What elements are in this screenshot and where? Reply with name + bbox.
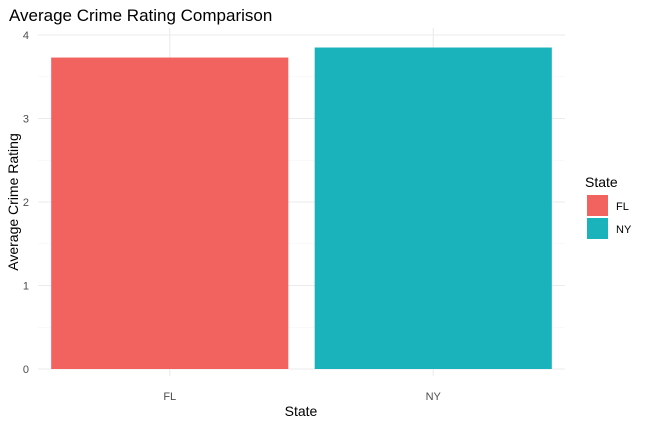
legend-label: FL [616,201,629,213]
y-tick-label: 2 [23,197,29,209]
y-axis-title: Average Crime Rating [5,133,21,270]
y-tick-label: 0 [23,364,29,376]
y-tick-label: 3 [23,114,29,126]
x-axis-title: State [285,403,318,419]
bar-ny [314,47,552,370]
legend-label: NY [616,224,632,236]
legend-key-ny [587,218,608,239]
x-tick-label: FL [163,391,176,403]
chart-title: Average Crime Rating Comparison [9,6,272,25]
legend: State FL NY [585,174,632,239]
legend-key-fl [587,195,608,216]
y-axis-ticks: 0 1 2 3 4 [23,30,29,376]
legend-title: State [585,174,618,190]
x-axis-ticks: FL NY [163,391,441,403]
bar-fl [51,57,289,370]
y-tick-label: 4 [23,30,29,42]
x-tick-label: NY [426,391,442,403]
bars [51,47,552,370]
y-tick-label: 1 [23,281,29,293]
